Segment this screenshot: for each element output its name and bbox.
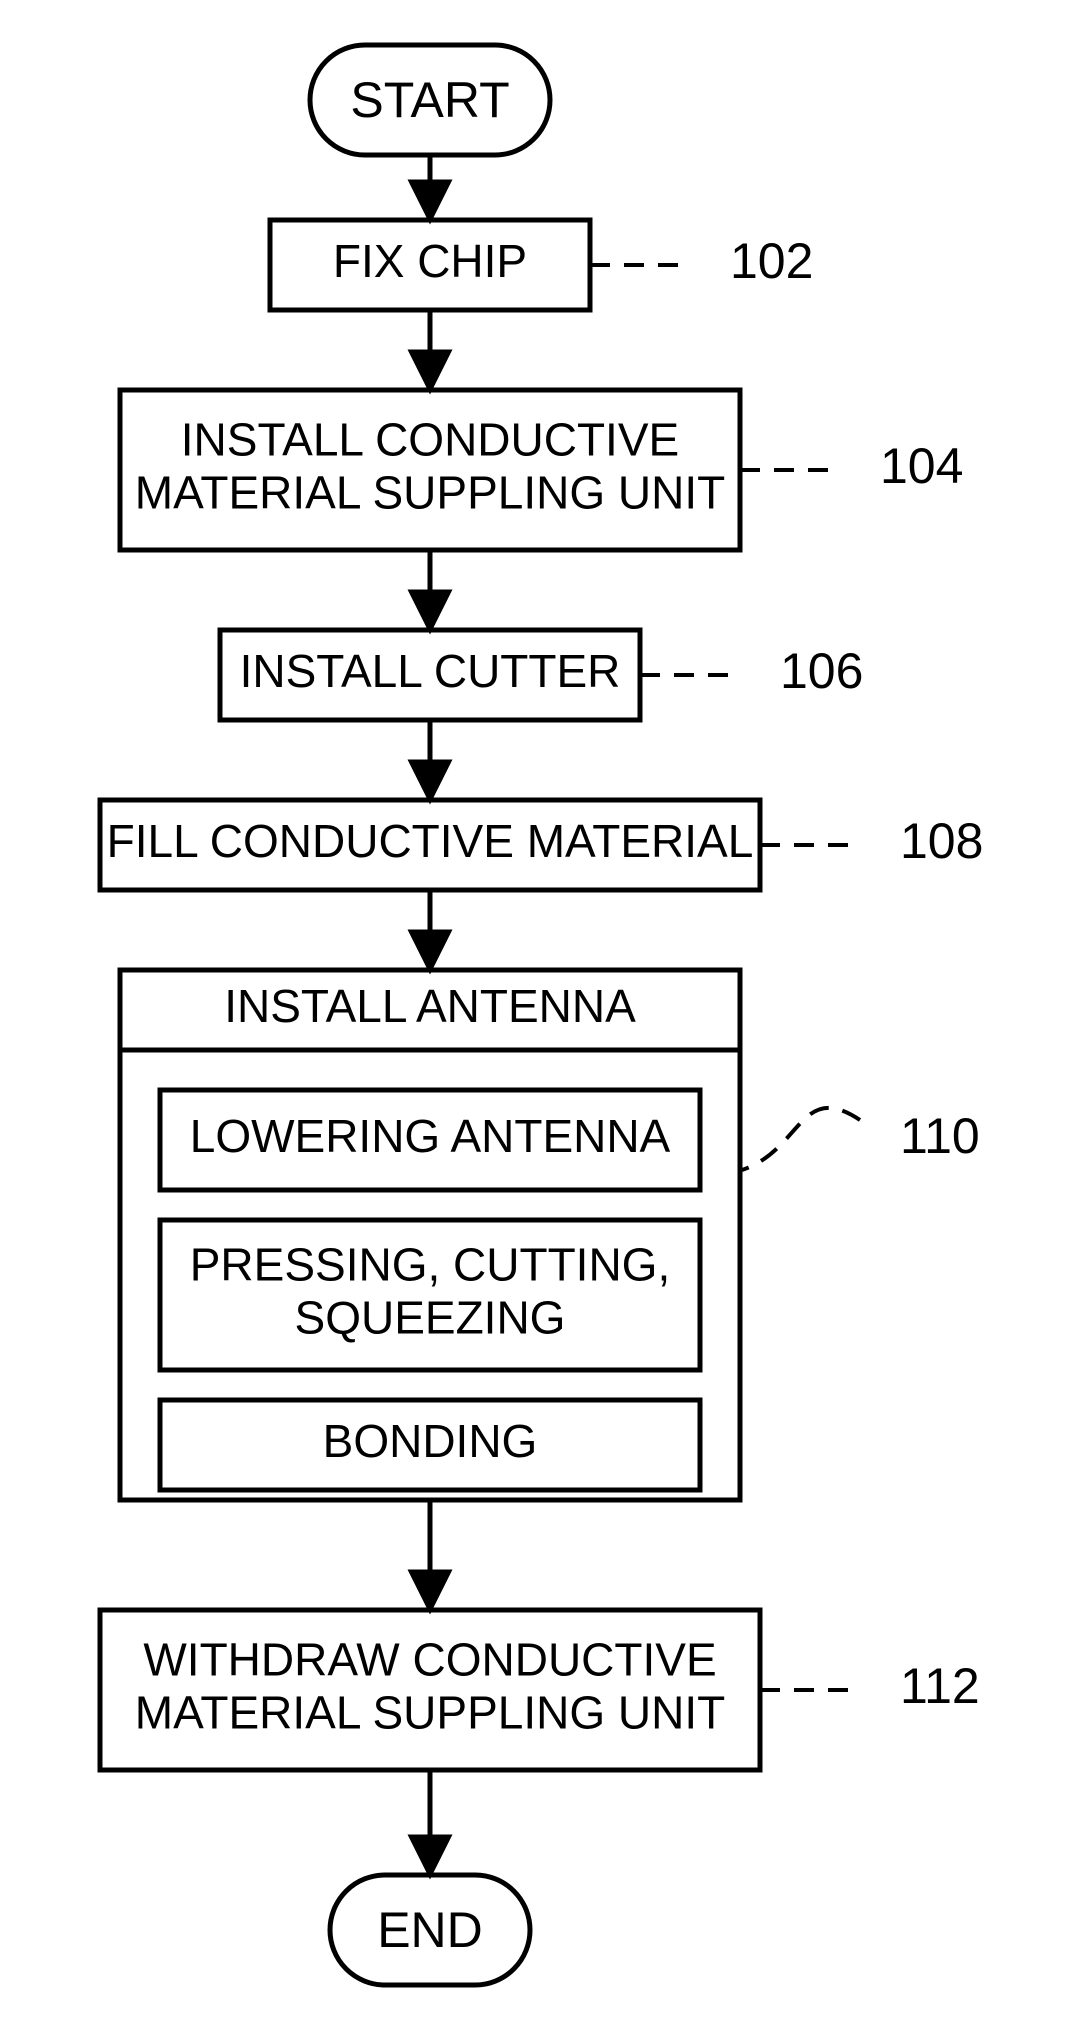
svg-text:MATERIAL SUPPLING UNIT: MATERIAL SUPPLING UNIT: [135, 1687, 725, 1739]
svg-text:BONDING: BONDING: [323, 1415, 538, 1467]
svg-text:SQUEEZING: SQUEEZING: [295, 1292, 566, 1344]
end-terminator-label: END: [377, 1902, 483, 1958]
svg-text:PRESSING, CUTTING,: PRESSING, CUTTING,: [190, 1239, 670, 1291]
node-n110-sub-1: PRESSING, CUTTING,SQUEEZING: [160, 1220, 700, 1370]
start-terminator-label: START: [350, 72, 509, 128]
svg-text:FIX CHIP: FIX CHIP: [333, 235, 527, 287]
node-n108: FILL CONDUCTIVE MATERIAL 108: [100, 800, 983, 890]
ref-106: 106: [780, 643, 863, 699]
svg-text:WITHDRAW CONDUCTIVE: WITHDRAW CONDUCTIVE: [143, 1634, 716, 1686]
svg-text:INSTALL CUTTER: INSTALL CUTTER: [240, 645, 621, 697]
node-n102: FIX CHIP 102: [270, 220, 813, 310]
svg-text:MATERIAL SUPPLING UNIT: MATERIAL SUPPLING UNIT: [135, 467, 725, 519]
svg-text:LOWERING ANTENNA: LOWERING ANTENNA: [190, 1110, 671, 1162]
node-n106: INSTALL CUTTER 106: [220, 630, 863, 720]
svg-text:INSTALL ANTENNA: INSTALL ANTENNA: [224, 980, 636, 1032]
ref-108: 108: [900, 813, 983, 869]
ref-112: 112: [900, 1658, 980, 1714]
ref-110: 110: [900, 1108, 980, 1164]
ref-102: 102: [730, 233, 813, 289]
start-terminator: START: [310, 45, 550, 155]
svg-text:FILL CONDUCTIVE MATERIAL: FILL CONDUCTIVE MATERIAL: [107, 815, 754, 867]
node-n104: INSTALL CONDUCTIVEMATERIAL SUPPLING UNIT…: [120, 390, 963, 550]
node-n112: WITHDRAW CONDUCTIVEMATERIAL SUPPLING UNI…: [100, 1610, 980, 1770]
ref-104: 104: [880, 438, 963, 494]
node-n110-sub-2: BONDING: [160, 1400, 700, 1490]
node-n110: INSTALL ANTENNA LOWERING ANTENNA PRESSING,…: [120, 970, 980, 1500]
node-n110-sub-0: LOWERING ANTENNA: [160, 1090, 700, 1190]
end-terminator: END: [330, 1875, 530, 1985]
svg-text:INSTALL CONDUCTIVE: INSTALL CONDUCTIVE: [181, 414, 679, 466]
